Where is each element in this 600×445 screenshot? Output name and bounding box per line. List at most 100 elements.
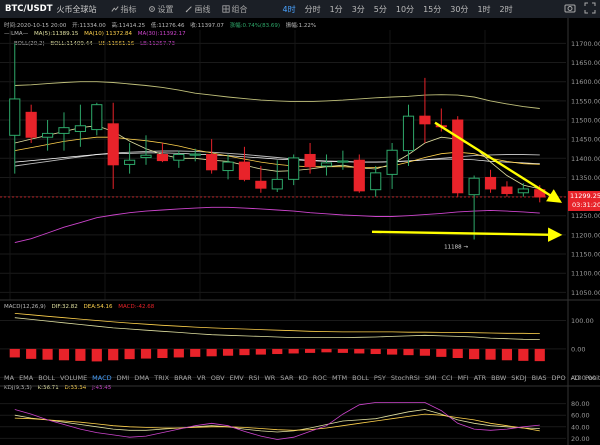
gear-icon	[148, 6, 155, 12]
timeframe-4h[interactable]: 4时	[282, 4, 296, 14]
k-line	[14, 409, 540, 433]
indicator-tab-0[interactable]: MA	[4, 374, 15, 382]
indicator-tab-22[interactable]: CCI	[441, 374, 453, 382]
timeframe-1h[interactable]: 1时	[477, 4, 491, 14]
layout-icon	[221, 5, 230, 13]
indicator-tab-16[interactable]: ROC	[312, 374, 327, 382]
timeframe-2h[interactable]: 2时	[499, 4, 513, 14]
price-tick-label: 11550.00	[571, 97, 600, 105]
timeframe-3m[interactable]: 3分	[351, 4, 365, 14]
indicator-tab-23[interactable]: MFI	[457, 374, 469, 382]
candle-body	[222, 161, 234, 172]
macd-histogram-bar	[485, 348, 496, 360]
indicator-tab-6[interactable]: DMA	[134, 374, 150, 382]
indicator-tab-17[interactable]: MTM	[331, 374, 348, 382]
timeframe-time[interactable]: 分时	[304, 4, 321, 14]
candle-body	[288, 157, 300, 180]
macd-histogram-bar	[206, 348, 217, 357]
info-open: 开:11334.00	[72, 23, 106, 29]
candle-body	[452, 119, 464, 194]
candle-body	[517, 188, 529, 194]
candle-body	[238, 161, 251, 180]
timeframe-10m[interactable]: 10分	[395, 4, 415, 14]
indicator-tab-4[interactable]: MACD	[92, 374, 112, 382]
trend-arrow-down	[434, 121, 563, 203]
boll-info: BOLL(20,2) BOLL:11409.44 UB:11561.16 LB:…	[14, 41, 179, 47]
fullscreen-icon[interactable]	[584, 2, 596, 14]
macd-label: MACD(12,26,9)	[4, 304, 46, 310]
indicator-button[interactable]: 指标	[110, 4, 137, 15]
indicator-tab-27[interactable]: BIAS	[531, 374, 547, 382]
boll-upper-line	[14, 81, 540, 109]
candle-body	[140, 154, 152, 159]
ma10-value: MA(10):11372.84	[84, 31, 133, 37]
indicator-tab-30[interactable]: Position	[585, 374, 600, 382]
timeframe-5m[interactable]: 5分	[373, 4, 387, 14]
macd-info: MACD(12,26,9) DIF:32.82 DEA:54.16 MACD:-…	[4, 304, 158, 310]
draw-label: 画线	[194, 4, 211, 14]
macd-histogram-bar	[354, 348, 365, 354]
candle-body	[124, 159, 136, 165]
macd-histogram-bar	[469, 348, 480, 360]
info-time: 时间:2020-10-15 20:00	[4, 23, 67, 29]
indicator-tab-18[interactable]: BOLL	[352, 374, 369, 382]
boll-value: BOLL:11409.44	[50, 41, 93, 47]
price-tick-label: 11700.00	[571, 40, 600, 48]
dif-value: DIF:32.82	[51, 304, 78, 310]
info-high: 高:11414.25	[111, 23, 146, 29]
macd-histogram-bar	[157, 348, 168, 359]
timeframe-30m[interactable]: 30分	[450, 4, 469, 14]
layout-label: 组合	[231, 4, 248, 14]
info-low: 低:11276.46	[150, 23, 185, 29]
indicator-tab-13[interactable]: WR	[264, 374, 276, 382]
indicator-tab-8[interactable]: BRAR	[174, 374, 192, 382]
indicator-tab-24[interactable]: ATR	[473, 374, 487, 382]
indicator-tab-10[interactable]: OBV	[210, 374, 225, 382]
kdj-tick-label: 40.00	[571, 423, 590, 431]
indicator-tab-14[interactable]: SAR	[280, 374, 294, 382]
kdj-info: KDJ(9,3,3) K:36.71 D:33.34 J:43.45	[4, 385, 115, 391]
candle-body	[156, 153, 169, 162]
indicator-tab-15[interactable]: KD	[298, 374, 308, 382]
macd-histogram-bar	[387, 348, 398, 355]
draw-button[interactable]: 画线	[185, 4, 211, 15]
indicator-tab-19[interactable]: PSY	[373, 374, 386, 382]
indicator-tab-11[interactable]: EMV	[229, 374, 244, 382]
pair-title[interactable]: BTC/USDT	[5, 4, 53, 14]
candle-body	[501, 186, 513, 195]
indicator-tab-28[interactable]: DPO	[551, 374, 566, 382]
indicator-tab-1[interactable]: EMA	[19, 374, 34, 382]
camera-icon[interactable]	[564, 2, 576, 14]
macd-histogram-bar	[321, 348, 332, 353]
candle-body	[91, 104, 103, 131]
layout-button[interactable]: 组合	[221, 4, 248, 15]
candle-body	[107, 123, 119, 166]
settings-label: 设置	[157, 4, 174, 14]
indicator-tab-26[interactable]: SKDJ	[511, 374, 527, 382]
indicator-tabs: MA EMA BOLL VOLUME MACD DMI DMA TRIX BRAR VR OBV EM…	[4, 374, 600, 382]
current-price-tag	[568, 190, 600, 211]
countdown-text: 03:31:20	[572, 201, 600, 209]
timeframe-15m[interactable]: 15分	[423, 4, 442, 14]
macd-histogram-bar	[26, 348, 37, 359]
indicator-tab-12[interactable]: RSI	[248, 374, 260, 382]
indicator-tab-21[interactable]: SMI	[424, 374, 437, 382]
settings-button[interactable]: 设置	[148, 4, 174, 15]
indicator-tab-25[interactable]: BBW	[491, 374, 507, 382]
kdj-label: KDJ(9,3,3)	[4, 385, 32, 391]
indicator-tab-29[interactable]: AO	[570, 374, 581, 382]
ma-info: —ILMA— MA(5):11389.15 MA(10):11372.84 MA…	[4, 31, 190, 37]
indicator-tab-20[interactable]: StochRSI	[390, 374, 420, 382]
indicator-tab-5[interactable]: DMI	[116, 374, 130, 382]
macd-histogram-bar	[288, 348, 299, 354]
indicator-tab-9[interactable]: VR	[196, 374, 206, 382]
macd-histogram-bar	[518, 348, 529, 361]
indicator-tab-2[interactable]: BOLL	[38, 374, 55, 382]
ma5-value: MA(5):11389.15	[33, 31, 79, 37]
macd-histogram-bar	[403, 348, 414, 356]
candle-body	[9, 98, 21, 136]
indicator-tab-7[interactable]: TRIX	[154, 374, 170, 382]
indicator-tab-3[interactable]: VOLUME	[59, 374, 88, 382]
timeframe-1m[interactable]: 1分	[329, 4, 343, 14]
